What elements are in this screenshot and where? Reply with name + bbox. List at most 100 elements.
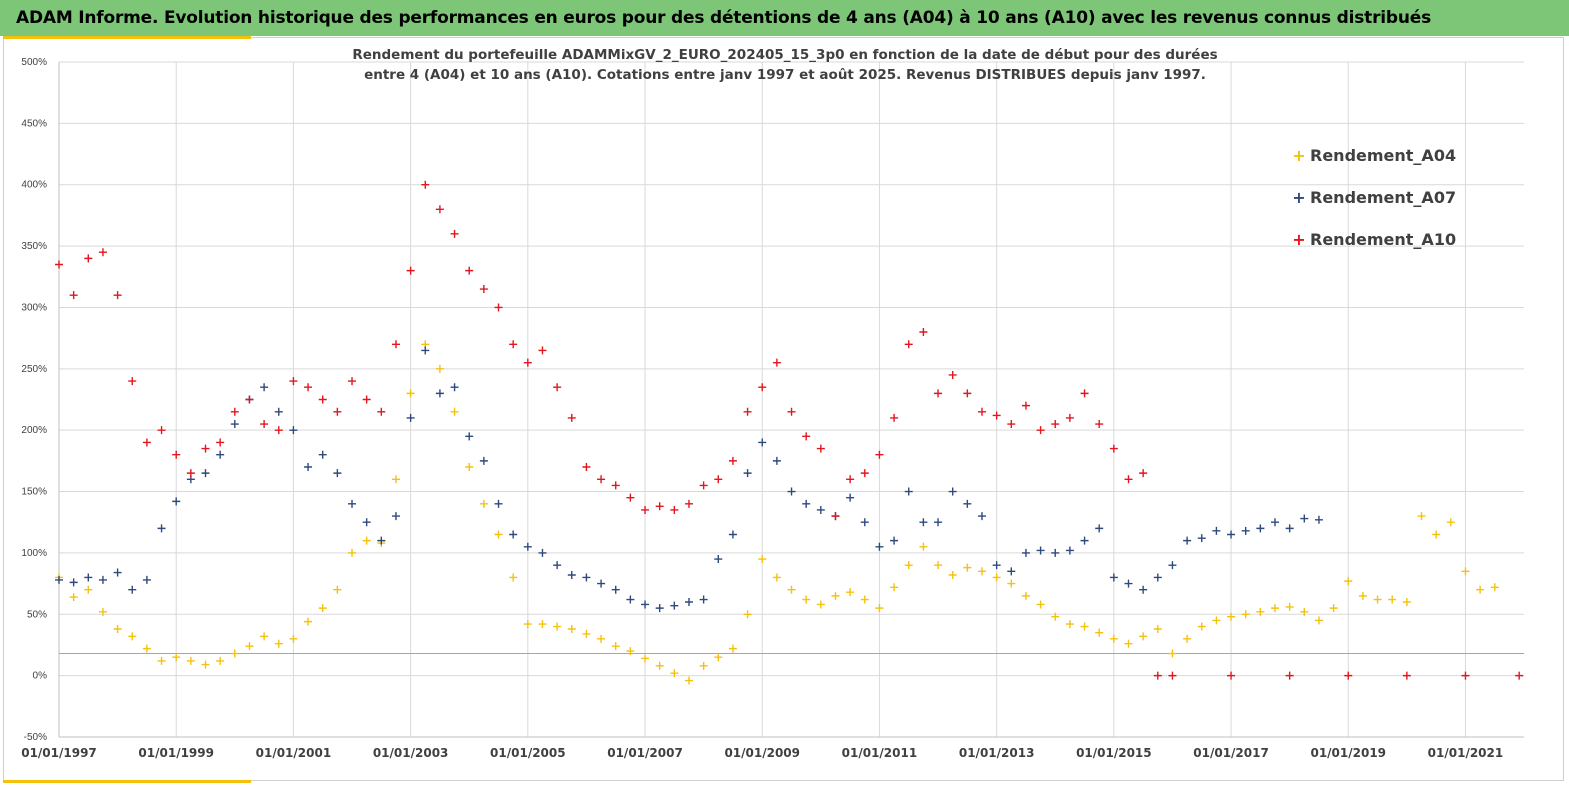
- point-a07: [919, 518, 928, 527]
- point-a10: [875, 450, 884, 459]
- point-a07: [1183, 536, 1192, 545]
- point-a10: [1021, 401, 1030, 410]
- y-tick-label: 200%: [21, 425, 47, 436]
- point-a10: [772, 358, 781, 367]
- y-tick-label: 50%: [27, 609, 47, 620]
- point-a04: [684, 676, 693, 685]
- point-a04: [216, 656, 225, 665]
- point-a04: [1007, 579, 1016, 588]
- point-a04: [69, 593, 78, 602]
- point-a04: [1271, 604, 1280, 613]
- point-a04: [567, 625, 576, 633]
- point-a10: [377, 407, 386, 416]
- point-a07: [142, 575, 151, 584]
- point-a10: [98, 248, 107, 257]
- point-a10: [142, 438, 151, 447]
- point-a10: [450, 229, 459, 238]
- point-a10: [728, 456, 737, 465]
- point-a04: [860, 595, 869, 604]
- point-a07: [450, 383, 459, 392]
- point-a10: [1139, 469, 1148, 478]
- point-a10: [626, 493, 635, 502]
- point-a07: [934, 518, 943, 527]
- point-a04: [655, 661, 664, 670]
- chart-legend: + Rendement_A04 + Rendement_A07 + Rendem…: [1290, 134, 1456, 260]
- point-a04: [1300, 607, 1309, 616]
- point-a04: [699, 661, 708, 670]
- point-a04: [1124, 639, 1133, 648]
- point-a04: [450, 407, 459, 416]
- point-a04: [1373, 595, 1382, 604]
- point-a04: [948, 571, 957, 579]
- point-a07: [860, 518, 869, 527]
- point-a04: [1446, 518, 1455, 527]
- x-tick-label: 01/01/2013: [959, 746, 1035, 760]
- point-a07: [1007, 567, 1016, 576]
- point-a04: [1241, 610, 1250, 619]
- point-a04: [597, 634, 606, 643]
- point-a04: [992, 573, 1001, 582]
- point-a04: [1080, 622, 1089, 631]
- point-a07: [201, 469, 210, 478]
- point-a10: [230, 407, 239, 416]
- point-a07: [728, 530, 737, 539]
- point-a07: [421, 346, 430, 355]
- point-a10: [304, 383, 313, 392]
- point-a04: [245, 642, 254, 651]
- point-a04: [1256, 607, 1265, 616]
- point-a10: [274, 426, 283, 435]
- point-a10: [494, 303, 503, 312]
- point-a04: [1285, 602, 1294, 611]
- point-a04: [1344, 577, 1353, 586]
- point-a10: [55, 260, 63, 269]
- point-a10: [977, 407, 986, 416]
- point-a07: [1080, 536, 1089, 545]
- point-a04: [831, 591, 840, 600]
- y-tick-label: 350%: [21, 241, 47, 252]
- point-a10: [333, 407, 342, 416]
- point-a04: [890, 583, 899, 592]
- chart-title-line-2: entre 4 (A04) et 10 ans (A10). Cotations…: [364, 67, 1206, 83]
- point-a10: [1461, 671, 1470, 680]
- point-a04: [201, 660, 210, 669]
- point-a04: [523, 620, 532, 629]
- point-a04: [333, 585, 342, 594]
- point-a10: [831, 512, 840, 521]
- point-a10: [172, 450, 181, 459]
- point-a07: [772, 456, 781, 465]
- point-a04: [1021, 591, 1030, 600]
- point-a07: [816, 505, 825, 514]
- x-tick-label: 01/01/2017: [1193, 746, 1269, 760]
- point-a04: [1417, 512, 1426, 521]
- point-a04: [772, 573, 781, 582]
- point-a10: [318, 395, 327, 404]
- y-tick-label: 250%: [21, 364, 47, 375]
- point-a10: [1095, 420, 1104, 429]
- point-a07: [494, 499, 503, 508]
- point-a04: [304, 617, 313, 626]
- point-a07: [260, 383, 269, 392]
- point-a07: [304, 463, 313, 471]
- point-a04: [1036, 600, 1045, 609]
- point-a10: [699, 481, 708, 490]
- point-a07: [699, 595, 708, 604]
- y-tick-label: 500%: [21, 57, 47, 68]
- point-a10: [992, 411, 1001, 420]
- point-a07: [1065, 546, 1074, 555]
- point-a10: [216, 438, 225, 447]
- point-a07: [509, 530, 518, 539]
- point-a04: [611, 642, 620, 651]
- point-a07: [1036, 546, 1045, 555]
- point-a10: [348, 377, 357, 386]
- point-a04: [348, 548, 357, 557]
- point-a04: [1168, 649, 1177, 658]
- point-a07: [289, 426, 298, 435]
- point-a04: [1065, 620, 1074, 629]
- point-a04: [904, 561, 913, 570]
- point-a10: [1168, 671, 1177, 680]
- accent-bar-bottom: [3, 780, 251, 783]
- point-a10: [919, 328, 928, 336]
- point-a10: [641, 505, 650, 514]
- x-tick-label: 01/01/2001: [256, 746, 332, 760]
- point-a07: [1300, 514, 1309, 523]
